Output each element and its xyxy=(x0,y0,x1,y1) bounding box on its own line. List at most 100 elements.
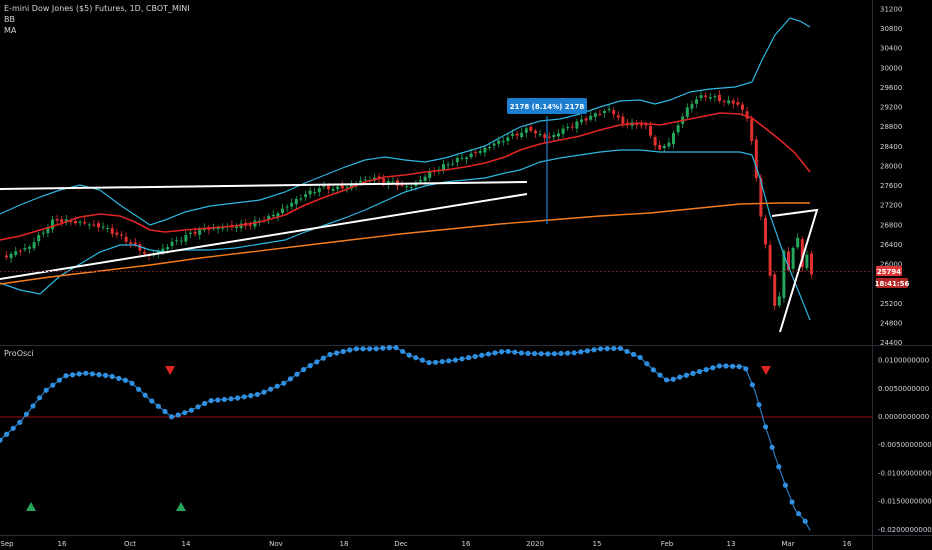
candle-body xyxy=(138,244,142,251)
candle-body xyxy=(465,157,468,160)
candle-body xyxy=(106,227,110,229)
osc-dot xyxy=(221,396,227,403)
indicator-bb-label[interactable]: BB xyxy=(4,15,15,24)
candle-body xyxy=(653,136,657,146)
osc-dot xyxy=(723,363,729,369)
osc-dot xyxy=(202,400,208,407)
osc-dot xyxy=(492,350,498,356)
osc-dot xyxy=(37,395,43,401)
candle-body xyxy=(92,224,96,226)
osc-dot xyxy=(367,346,373,352)
candle-body xyxy=(557,133,560,137)
osc-dot xyxy=(307,363,313,369)
triangle-drawing xyxy=(771,208,819,333)
candle-body xyxy=(552,134,556,138)
osc-dot xyxy=(274,383,280,389)
osc-dot xyxy=(380,345,386,351)
candle-body xyxy=(267,215,271,220)
buy-signal-icon xyxy=(176,502,186,511)
candle-body xyxy=(345,187,349,189)
candle-body xyxy=(612,110,616,115)
osc-dot xyxy=(736,364,742,370)
time-axis-label: 15 xyxy=(593,540,602,548)
indicator-ma-label[interactable]: MA xyxy=(4,26,17,35)
osc-dot xyxy=(248,393,254,399)
candle-body xyxy=(534,130,537,134)
osc-dot xyxy=(446,358,452,364)
osc-dot xyxy=(182,410,188,416)
candle-body xyxy=(97,223,100,228)
candle-body xyxy=(593,113,597,118)
price-axis-label: 28000 xyxy=(880,162,902,170)
candle-body xyxy=(524,128,528,133)
candle-body xyxy=(492,143,496,146)
oscillator-title[interactable]: ProOsci xyxy=(4,349,34,358)
candle-body xyxy=(110,228,114,234)
osc-dot xyxy=(386,345,392,351)
time-axis-label: Dec xyxy=(394,540,408,548)
osc-dot xyxy=(433,359,439,365)
candle-body xyxy=(616,115,620,118)
osc-dot xyxy=(122,377,128,383)
osc-dot xyxy=(353,346,359,352)
candle-body xyxy=(60,219,64,223)
candle-body xyxy=(451,163,455,165)
osc-dot xyxy=(400,348,406,355)
candle-body xyxy=(101,226,105,228)
osc-dot xyxy=(136,386,142,392)
osc-dot xyxy=(439,358,445,365)
osc-dot xyxy=(782,482,789,488)
osc-axis-label: 0.0000000000 xyxy=(878,413,929,421)
price-axis-label: 31200 xyxy=(880,5,902,13)
osc-dot xyxy=(268,386,274,392)
candle-body xyxy=(754,139,758,179)
candle-body xyxy=(773,274,777,306)
candle-body xyxy=(547,136,551,138)
osc-dot xyxy=(644,361,650,367)
osc-dot xyxy=(796,511,802,517)
candle-body xyxy=(478,151,482,153)
osc-dot xyxy=(697,368,703,375)
osc-dot xyxy=(320,355,326,361)
candle-body xyxy=(580,119,583,123)
time-axis-label: 2020 xyxy=(526,540,544,548)
candle-body xyxy=(129,242,133,244)
countdown-tag xyxy=(876,278,908,288)
osc-dot xyxy=(50,382,56,388)
candle-body xyxy=(768,244,772,276)
sell-signal-icon xyxy=(761,366,771,375)
candle-body xyxy=(713,96,717,98)
osc-dot xyxy=(63,373,69,379)
candle-body xyxy=(805,254,809,268)
osc-dot xyxy=(690,370,696,376)
osc-dot xyxy=(96,372,102,378)
osc-dot xyxy=(578,349,584,355)
osc-dot xyxy=(30,403,36,409)
candle-body xyxy=(644,124,648,126)
osc-dot xyxy=(624,348,630,355)
time-axis-label: Mar xyxy=(781,540,794,548)
candle-body xyxy=(133,242,137,245)
bb-upper-band xyxy=(0,17,811,226)
time-axis-label: Nov xyxy=(269,540,283,548)
candle-body xyxy=(685,107,689,117)
candle-body xyxy=(442,164,445,171)
osc-dot xyxy=(215,397,221,403)
osc-dot xyxy=(340,348,346,355)
osc-dot xyxy=(103,372,109,379)
osc-dot xyxy=(175,412,181,418)
candle-body xyxy=(331,188,335,191)
candle-body xyxy=(51,219,54,230)
symbol-title[interactable]: E-mini Dow Jones ($5) Futures, 1D, CBOT_… xyxy=(4,4,190,13)
candle-body xyxy=(515,133,519,136)
candle-body xyxy=(699,95,703,99)
osc-dot xyxy=(479,352,485,358)
bb-basis-line xyxy=(0,112,811,241)
osc-dot xyxy=(76,371,82,377)
candle-body xyxy=(741,104,744,110)
osc-dot xyxy=(294,371,300,377)
time-axis-label: 18 xyxy=(340,540,349,548)
osc-dot xyxy=(426,359,432,366)
price-axis-label: 28400 xyxy=(880,143,902,151)
